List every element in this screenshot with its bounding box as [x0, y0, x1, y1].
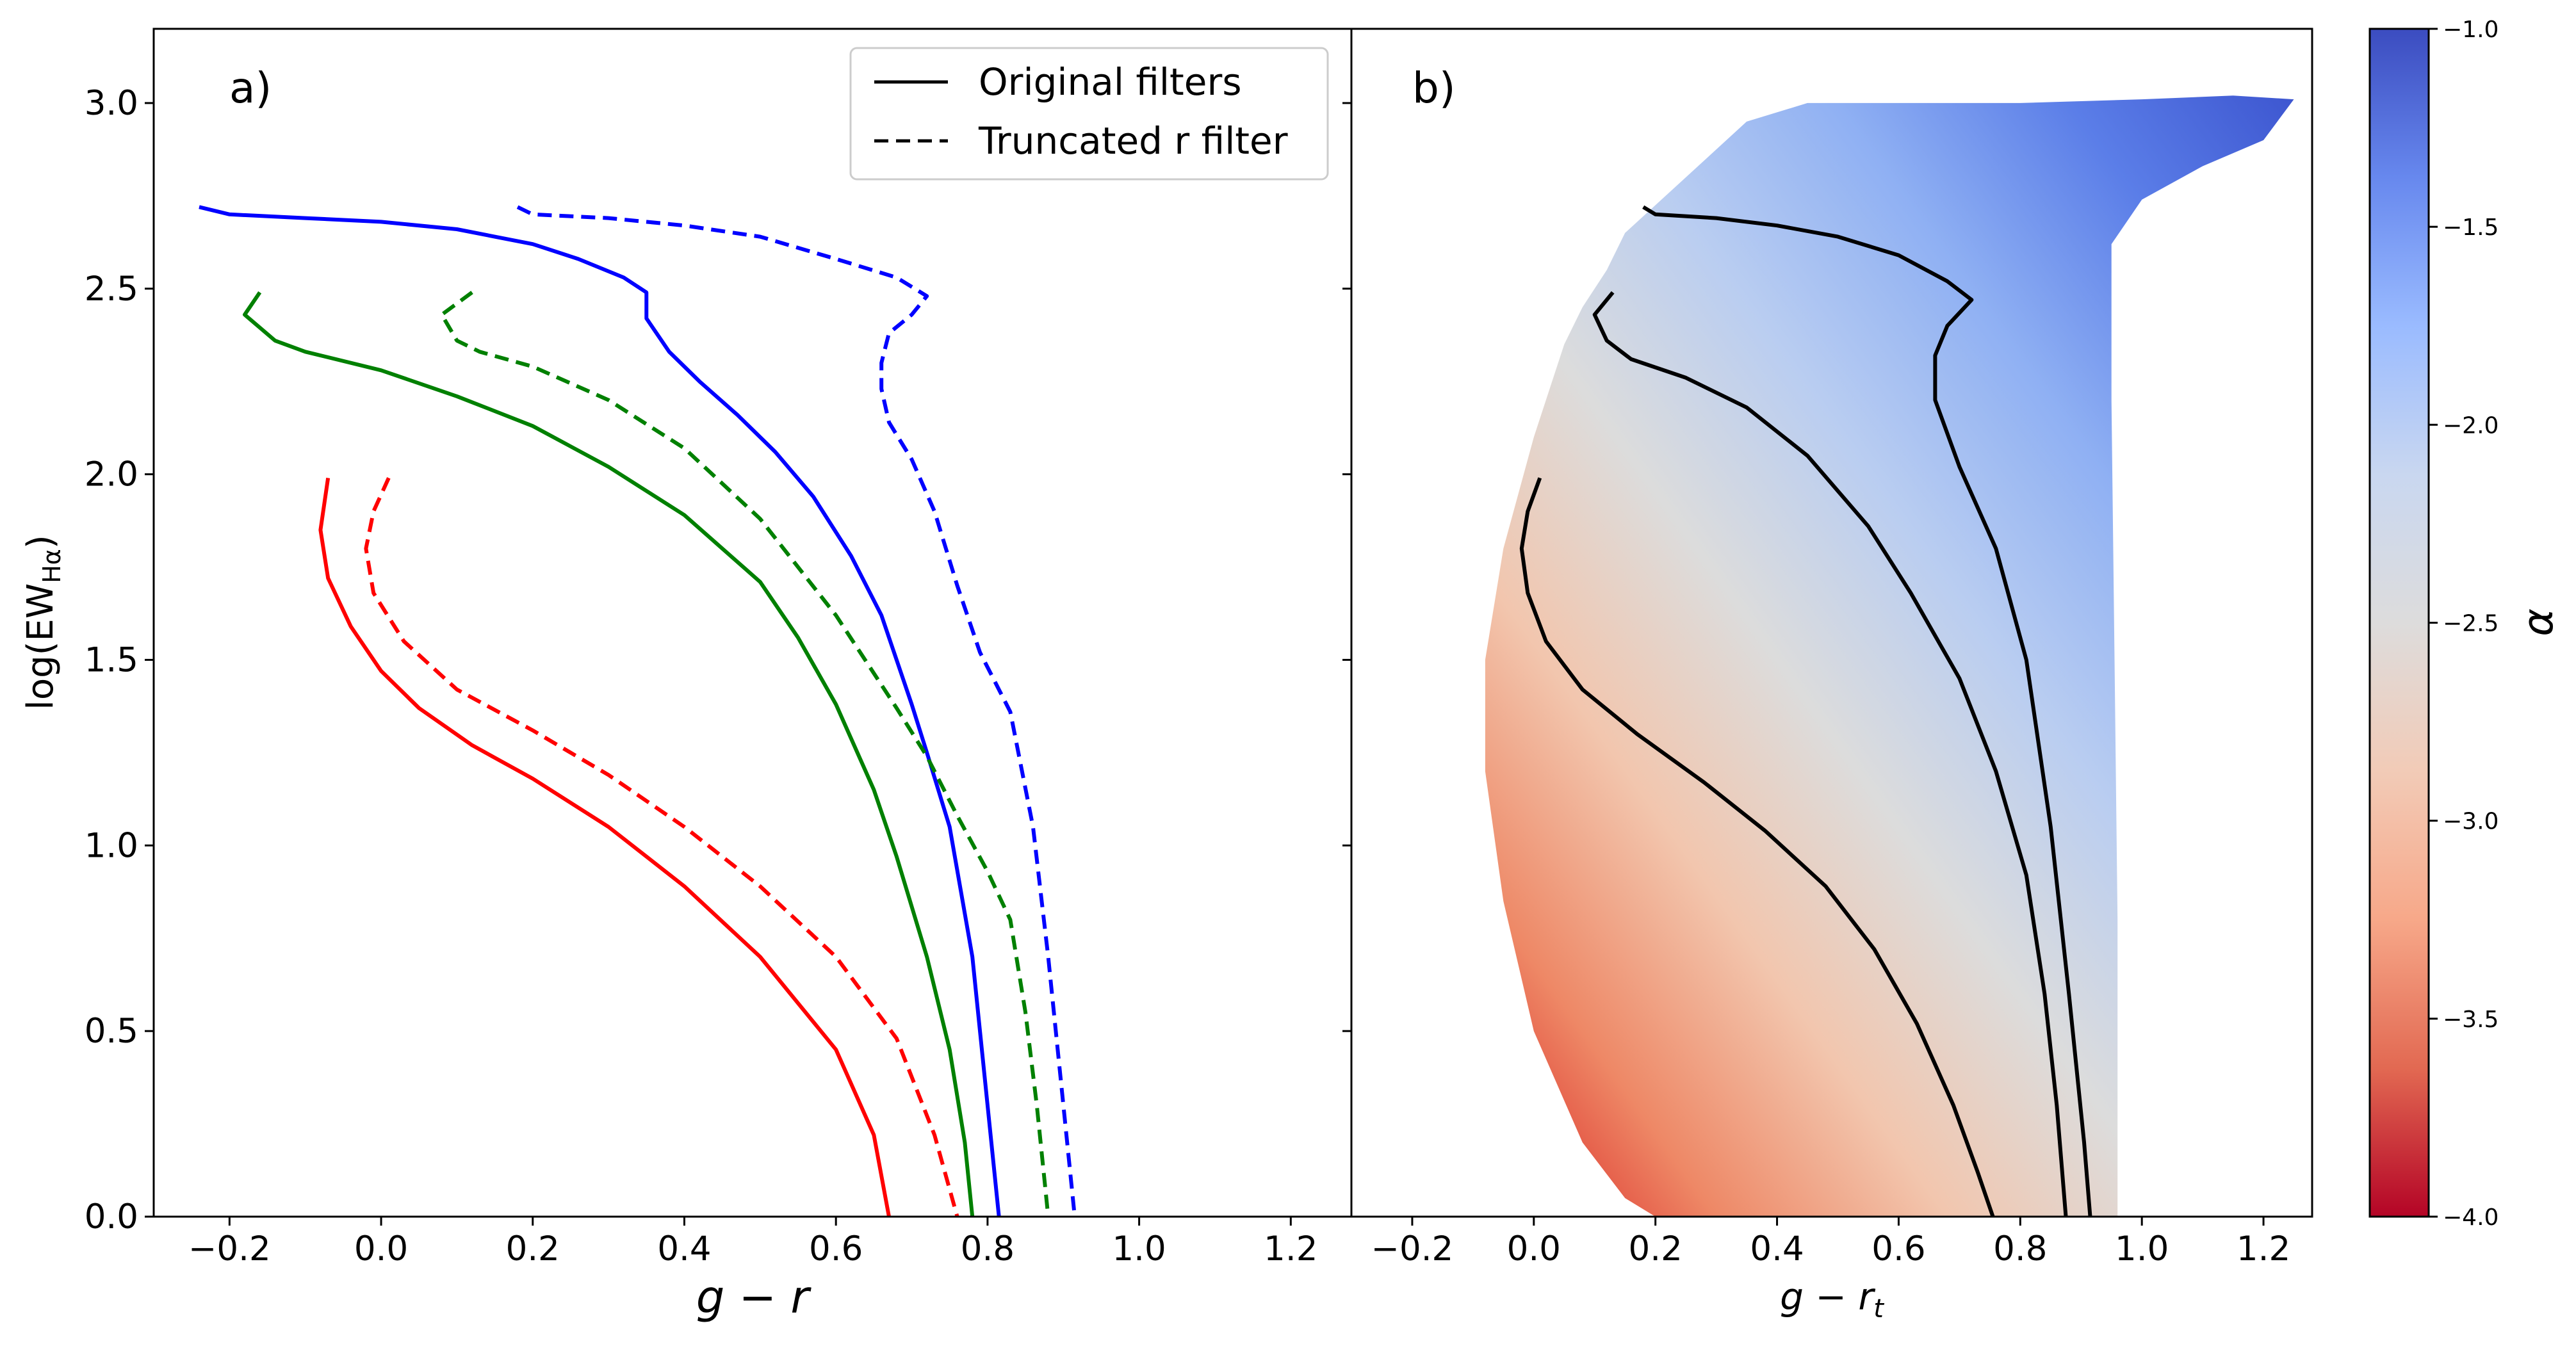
y-tick-label: 3.0 — [85, 84, 138, 123]
panel-b-label: b) — [1412, 63, 1456, 113]
panel-b-x-label: g − rt — [1780, 1275, 1884, 1324]
y-tick-label: 0.0 — [85, 1197, 138, 1237]
series-line-red-original — [318, 477, 891, 1217]
x-tick-label: 0.8 — [961, 1229, 1015, 1269]
x-tick-label: 0.6 — [1871, 1229, 1925, 1269]
panel-a-y-ticks: 0.0 0.5 1.0 1.5 2.0 2.5 3.0 — [85, 84, 154, 1237]
colorbar-scale — [2368, 28, 2430, 1218]
legend: Original filters Truncated r filter — [849, 47, 1329, 181]
colorbar-label: α — [2513, 608, 2563, 637]
y-label-main: log(EW — [20, 583, 61, 710]
panel-b-plot — [1485, 95, 2294, 1217]
panel-a-label: a) — [229, 63, 272, 113]
colorbar-tick-label: −3.0 — [2443, 809, 2499, 835]
y-tick-label: 2.5 — [85, 270, 138, 309]
x-tick-label: 0.6 — [809, 1229, 863, 1269]
series-line-green-original — [243, 291, 975, 1217]
x-tick-label: 0.8 — [1993, 1229, 2047, 1269]
panel-a-y-label: log(EWHα) — [20, 535, 66, 709]
x-tick-label: 0.4 — [1750, 1229, 1804, 1269]
colorbar-tick-label: −4.0 — [2443, 1204, 2499, 1231]
panel-a-x-label: g − r — [696, 1271, 812, 1324]
panel-a-series — [199, 205, 1077, 1217]
colorbar-tick-label: −1.5 — [2443, 215, 2499, 241]
series-line-blue-truncated — [516, 205, 1077, 1217]
panel-b-y-ticks — [1342, 102, 1351, 1218]
y-label-close: ) — [20, 535, 61, 549]
x-tick-label: 0.4 — [657, 1229, 711, 1269]
panel-b-x-ticks: −0.2 0.0 0.2 0.4 0.6 0.8 1.0 1.2 — [1371, 1217, 2290, 1269]
colorbar-tick-label: −2.5 — [2443, 611, 2499, 637]
x-tick-label: 0.2 — [1629, 1229, 1683, 1269]
series-line-blue-original — [199, 205, 1001, 1217]
panel-b-alpha-fill-region — [1485, 95, 2294, 1217]
series-line-red-truncated — [364, 477, 959, 1217]
colorbar-tick-label: −1.0 — [2443, 17, 2499, 43]
series-line-black-inner — [1519, 477, 1995, 1217]
y-label-subscript: Hα — [38, 549, 66, 583]
panel-a: −0.2 0.0 0.2 0.4 0.6 0.8 1.0 1.2 0.0 0.5 1.0 1.5 2.… — [20, 28, 1353, 1324]
x-tick-label: 1.2 — [2237, 1229, 2290, 1269]
y-tick-label: 1.5 — [85, 640, 138, 679]
x-tick-label: 1.2 — [1264, 1229, 1317, 1269]
x-tick-label: 0.2 — [506, 1229, 560, 1269]
series-line-black-middle — [1592, 291, 2068, 1217]
y-tick-label: 2.0 — [85, 455, 138, 494]
x-tick-label: −0.2 — [188, 1229, 271, 1269]
x-tick-label: 0.0 — [1507, 1229, 1561, 1269]
x-label-main: g − r — [1780, 1275, 1875, 1318]
colorbar: −1.0 −1.5 −2.0 −2.5 −3.0 −3.5 −4.0 α — [2368, 17, 2563, 1231]
panel-a-x-ticks: −0.2 0.0 0.2 0.4 0.6 0.8 1.0 1.2 — [188, 1217, 1317, 1269]
x-tick-label: −0.2 — [1371, 1229, 1454, 1269]
y-tick-label: 0.5 — [85, 1012, 138, 1051]
x-tick-label: 1.0 — [2115, 1229, 2169, 1269]
y-tick-label: 1.0 — [85, 826, 138, 865]
legend-label-truncated: Truncated r filter — [978, 119, 1288, 163]
colorbar-tick-label: −3.5 — [2443, 1007, 2499, 1033]
legend-label-original: Original filters — [979, 60, 1242, 104]
panel-b-series — [1519, 205, 2092, 1217]
legend-box — [849, 47, 1329, 181]
x-tick-label: 1.0 — [1112, 1229, 1166, 1269]
x-tick-label: 0.0 — [354, 1229, 408, 1269]
colorbar-ticks: −1.0 −1.5 −2.0 −2.5 −3.0 −3.5 −4.0 — [2429, 17, 2499, 1231]
panel-a-frame — [152, 28, 1353, 1218]
series-line-green-truncated — [439, 291, 1050, 1217]
panel-b-frame — [1350, 28, 2313, 1218]
x-label-subscript: t — [1873, 1294, 1884, 1324]
series-line-black-outer — [1642, 205, 2092, 1217]
colorbar-tick-label: −2.0 — [2443, 412, 2499, 439]
panel-b: −0.2 0.0 0.2 0.4 0.6 0.8 1.0 1.2 b) g − rt — [1342, 28, 2313, 1324]
